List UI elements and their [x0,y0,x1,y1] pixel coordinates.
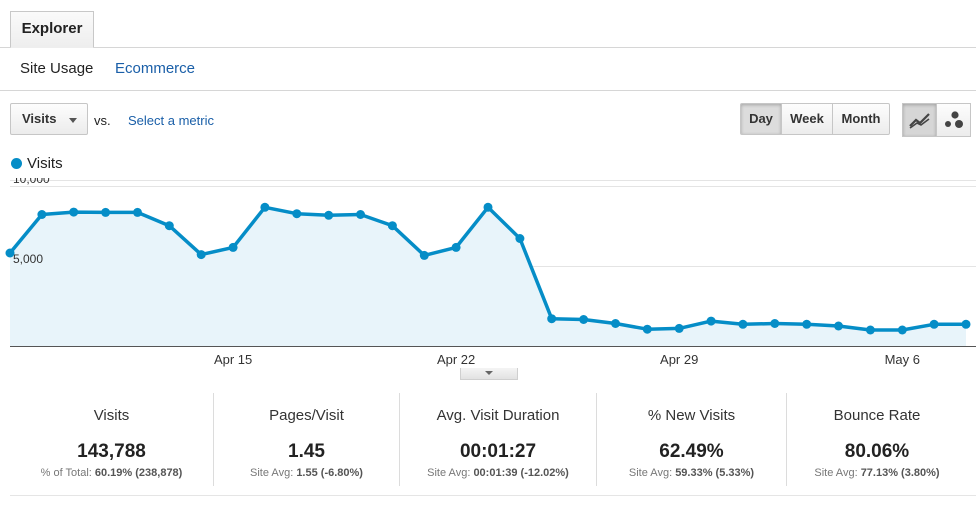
stat-subtext: Site Avg: 77.13% (3.80%) [814,467,940,479]
data-point[interactable] [37,210,47,219]
data-point[interactable] [865,325,875,335]
legend-label: Visits [27,155,63,172]
stat-title: Pages/Visit [269,407,344,424]
stat-pages-per-visit[interactable]: Pages/Visit 1.45 Site Avg: 1.55 (-6.80%) [214,393,400,486]
month-button[interactable]: Month [832,103,890,135]
chart-collapse-handle[interactable] [460,368,518,380]
x-tick-label: Apr 15 [214,352,252,367]
chart-type-group [902,103,971,137]
subtab-ecommerce[interactable]: Ecommerce [115,60,196,77]
data-point[interactable] [547,314,557,324]
data-point[interactable] [292,209,302,219]
data-point[interactable] [897,325,907,335]
data-point[interactable] [674,323,684,333]
stat-value: 143,788 [77,441,146,462]
stat-subtext: Site Avg: 1.55 (-6.80%) [250,467,363,479]
line-chart-button[interactable] [902,103,937,137]
chevron-down-icon [69,118,77,123]
subtab-bar: Site Usage Ecommerce [0,48,976,91]
y-tick-label: 5,000 [13,252,43,266]
data-point[interactable] [961,319,971,329]
stat-title: Visits [93,407,130,424]
day-button[interactable]: Day [740,103,782,135]
y-tick-label: 10,000 [13,178,50,186]
x-tick-label: Apr 29 [660,352,698,367]
x-tick-label: Apr 22 [437,352,475,367]
bubble-chart-icon [944,111,963,128]
stat-value: 00:01:27 [459,441,537,462]
data-point[interactable] [738,319,748,329]
data-point[interactable] [69,207,79,217]
data-point[interactable] [706,316,716,326]
date-granularity-group: Day Week Month [740,103,890,135]
stat-title: % New Visits [647,407,736,424]
stat-subtext: % of Total: 60.19% (238,878) [40,467,183,479]
stat-title: Avg. Visit Duration [436,407,560,424]
select-metric-link[interactable]: Select a metric [128,113,214,128]
series-area [10,207,966,346]
metric-dropdown-label: Visits [22,111,57,126]
data-point[interactable] [642,324,652,334]
stat-subtext: Site Avg: 59.33% (5.33%) [628,467,755,479]
tab-bar: Explorer [0,0,976,48]
x-tick-label: May 6 [885,352,920,367]
stat-value: 62.49% [659,441,724,462]
data-point[interactable] [419,250,429,260]
data-point[interactable] [834,321,843,331]
data-point[interactable] [101,207,111,217]
data-point[interactable] [356,210,365,219]
stat-bounce-rate[interactable]: Bounce Rate 80.06% Site Avg: 77.13% (3.8… [787,393,967,486]
motion-chart-button[interactable] [936,103,971,137]
data-point[interactable] [770,319,780,328]
data-point[interactable] [324,210,334,220]
data-point[interactable] [228,242,238,252]
chevron-down-icon [485,371,493,375]
stat-visits[interactable]: Visits 143,788 % of Total: 60.19% (238,8… [10,393,214,486]
data-point[interactable] [515,234,525,243]
stat-avg-visit-duration[interactable]: Avg. Visit Duration 00:01:27 Site Avg: 0… [400,393,597,486]
data-point[interactable] [929,319,939,329]
line-chart-icon [908,113,930,129]
vs-label: vs. [94,113,111,128]
stat-value: 1.45 [288,441,325,462]
stat-subtext: Site Avg: 00:01:39 (-12.02%) [427,467,569,479]
stat-title: Bounce Rate [833,407,921,424]
data-point[interactable] [260,202,270,212]
stat-new-visits[interactable]: % New Visits 62.49% Site Avg: 59.33% (5.… [597,393,787,486]
data-point[interactable] [133,207,142,217]
metric-dropdown[interactable]: Visits [10,103,88,135]
data-point[interactable] [483,202,493,212]
data-point[interactable] [579,315,589,324]
tab-explorer[interactable]: Explorer [10,11,94,47]
tab-active-indicator [11,46,93,48]
summary-stats: Visits 143,788 % of Total: 60.19% (238,8… [10,393,976,496]
data-point[interactable] [5,248,15,258]
data-point[interactable] [387,221,397,231]
stat-value: 80.06% [844,441,910,462]
data-point[interactable] [196,250,206,260]
data-point[interactable] [611,319,620,328]
data-point[interactable] [164,221,174,231]
subtab-site-usage[interactable]: Site Usage [20,60,94,77]
legend-marker [11,158,22,169]
week-button[interactable]: Week [781,103,833,135]
data-point[interactable] [451,242,461,252]
data-point[interactable] [802,319,812,329]
visits-chart: 10,000 5,000 Apr 15 Apr 22 Apr 29 May 6 [5,178,976,367]
